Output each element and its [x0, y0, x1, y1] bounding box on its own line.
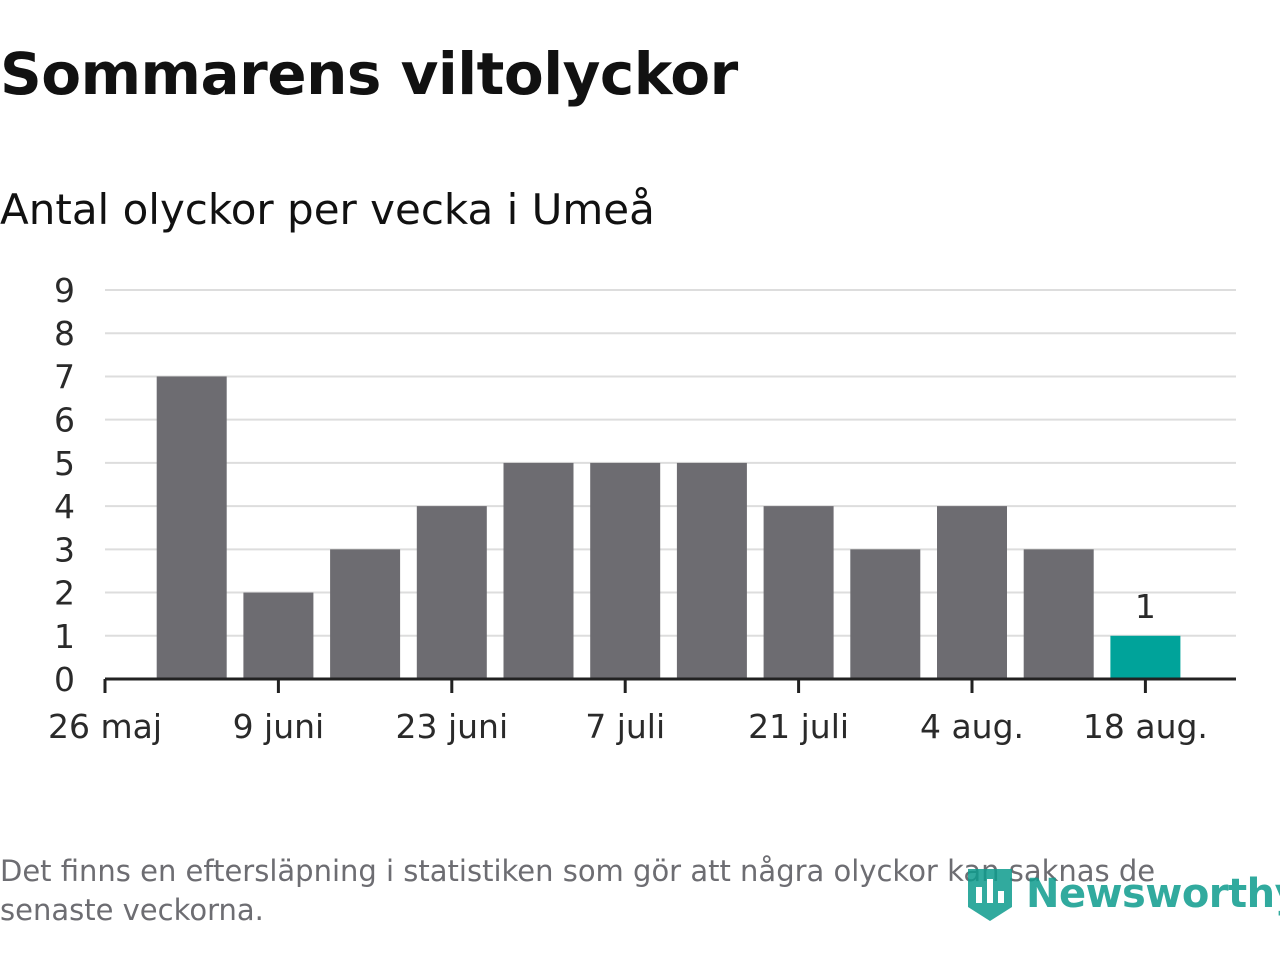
data-labels: 1 — [1135, 587, 1156, 626]
y-tick-label: 1 — [54, 617, 75, 656]
x-tick-label: 9 juni — [233, 707, 325, 746]
x-tick-label: 26 maj — [48, 707, 162, 746]
bar — [156, 376, 227, 679]
bar — [1023, 549, 1094, 679]
y-tick-label: 6 — [54, 401, 75, 440]
newsworthy-logo-icon — [968, 869, 1012, 921]
grid-lines — [105, 289, 1236, 637]
y-tick-label: 4 — [54, 487, 75, 526]
bars — [156, 376, 1181, 679]
x-tick-label: 7 juli — [585, 707, 665, 746]
y-tick-label: 5 — [54, 444, 75, 483]
bar — [590, 462, 661, 679]
y-tick-label: 8 — [54, 314, 75, 353]
bar — [330, 549, 401, 679]
bar-chart: 0 1 2 3 4 5 6 7 8 9 26 maj 9 juni 23 juni 7 juli 21 j… — [48, 271, 1236, 746]
brand-name: Newsworthy — [1026, 871, 1280, 917]
y-tick-label: 7 — [54, 357, 75, 396]
bar — [503, 462, 574, 679]
y-tick-label: 2 — [54, 574, 75, 613]
bar — [850, 549, 921, 679]
x-tick-label: 4 aug. — [920, 707, 1024, 746]
bar — [416, 506, 487, 679]
chart-subtitle: Antal olyckor per vecka i Umeå — [0, 185, 655, 234]
y-tick-label: 0 — [54, 660, 75, 699]
bar — [243, 592, 314, 679]
brand-logo: Newsworthy — [964, 862, 1280, 926]
bar — [937, 506, 1007, 679]
y-tick-label: 3 — [54, 530, 75, 569]
bar-highlighted — [1110, 635, 1181, 679]
x-tick-label: 21 juli — [748, 707, 849, 746]
x-tick-label: 23 juni — [395, 707, 508, 746]
bar — [763, 506, 834, 679]
y-tick-label: 9 — [54, 271, 75, 310]
data-label: 1 — [1135, 587, 1156, 626]
bar — [676, 462, 747, 679]
chart-title: Sommarens viltolyckor — [0, 40, 738, 108]
footnote: Det finns en eftersläpning i statistiken… — [0, 854, 1156, 927]
y-axis-ticks: 0 1 2 3 4 5 6 7 8 9 — [54, 271, 75, 699]
x-tick-label: 18 aug. — [1083, 707, 1208, 746]
x-axis-ticks: 26 maj 9 juni 23 juni 7 juli 21 juli 4 aug. 18… — [48, 679, 1208, 746]
